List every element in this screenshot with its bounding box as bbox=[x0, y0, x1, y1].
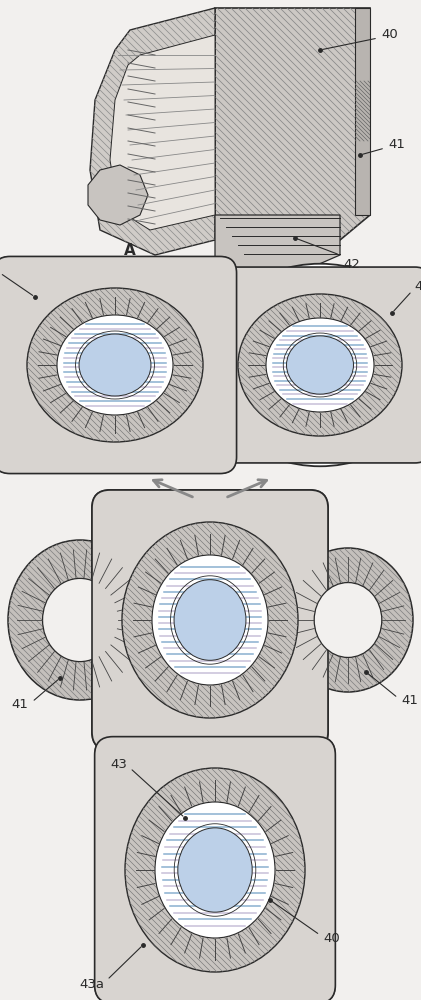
Text: 40: 40 bbox=[323, 932, 340, 944]
Polygon shape bbox=[215, 215, 340, 268]
Polygon shape bbox=[90, 8, 215, 255]
Ellipse shape bbox=[266, 318, 374, 412]
Polygon shape bbox=[355, 8, 370, 215]
FancyBboxPatch shape bbox=[95, 737, 335, 1000]
Text: 41: 41 bbox=[401, 694, 418, 706]
Text: 43a: 43a bbox=[79, 978, 104, 990]
Text: 40: 40 bbox=[381, 28, 398, 41]
Polygon shape bbox=[88, 165, 148, 225]
Ellipse shape bbox=[178, 828, 252, 912]
FancyBboxPatch shape bbox=[0, 257, 236, 473]
Ellipse shape bbox=[155, 802, 275, 938]
Ellipse shape bbox=[79, 334, 151, 396]
Ellipse shape bbox=[8, 540, 152, 700]
Ellipse shape bbox=[125, 768, 305, 972]
Ellipse shape bbox=[43, 578, 117, 662]
FancyBboxPatch shape bbox=[210, 267, 421, 463]
Ellipse shape bbox=[287, 336, 354, 394]
Polygon shape bbox=[215, 8, 370, 240]
FancyBboxPatch shape bbox=[95, 737, 336, 1000]
Ellipse shape bbox=[283, 548, 413, 692]
Text: A: A bbox=[124, 243, 136, 258]
FancyBboxPatch shape bbox=[92, 490, 328, 750]
Ellipse shape bbox=[238, 294, 402, 436]
Ellipse shape bbox=[314, 583, 382, 657]
Text: 42: 42 bbox=[414, 280, 421, 294]
Text: 42: 42 bbox=[343, 258, 360, 271]
Ellipse shape bbox=[174, 580, 246, 660]
Ellipse shape bbox=[122, 522, 298, 718]
FancyBboxPatch shape bbox=[0, 256, 237, 474]
Ellipse shape bbox=[204, 264, 421, 466]
Text: 41: 41 bbox=[388, 138, 405, 151]
Ellipse shape bbox=[152, 555, 268, 685]
FancyBboxPatch shape bbox=[92, 490, 328, 750]
Text: 41: 41 bbox=[11, 698, 28, 710]
Ellipse shape bbox=[27, 288, 203, 442]
Polygon shape bbox=[110, 35, 215, 230]
Text: 43: 43 bbox=[110, 758, 127, 770]
Ellipse shape bbox=[57, 315, 173, 415]
